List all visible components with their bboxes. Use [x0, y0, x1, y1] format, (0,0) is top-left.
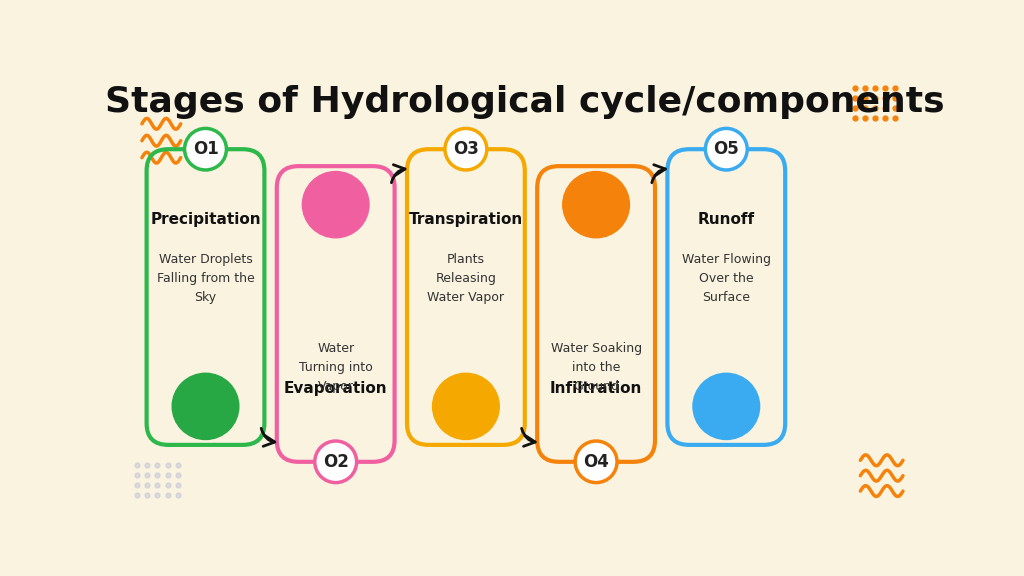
- Text: O1: O1: [193, 140, 218, 158]
- Text: Water Soaking
into the
Ground: Water Soaking into the Ground: [551, 343, 642, 393]
- Text: Evaporation: Evaporation: [284, 381, 387, 396]
- Circle shape: [184, 128, 226, 170]
- Circle shape: [432, 373, 500, 439]
- Circle shape: [302, 172, 369, 238]
- Text: Water
Turning into
Vapor: Water Turning into Vapor: [299, 343, 373, 393]
- Text: O5: O5: [714, 140, 739, 158]
- Text: O3: O3: [453, 140, 479, 158]
- Text: Stages of Hydrological cycle/components: Stages of Hydrological cycle/components: [105, 85, 944, 119]
- Text: Runoff: Runoff: [697, 213, 755, 228]
- Text: Water Flowing
Over the
Surface: Water Flowing Over the Surface: [682, 253, 771, 304]
- Text: O2: O2: [323, 453, 348, 471]
- Text: Plants
Releasing
Water Vapor: Plants Releasing Water Vapor: [427, 253, 505, 304]
- Text: Transpiration: Transpiration: [409, 213, 523, 228]
- Circle shape: [693, 373, 760, 439]
- Circle shape: [706, 128, 748, 170]
- Circle shape: [445, 128, 486, 170]
- Text: Water Droplets
Falling from the
Sky: Water Droplets Falling from the Sky: [157, 253, 254, 304]
- Text: Precipitation: Precipitation: [151, 213, 261, 228]
- Circle shape: [172, 373, 239, 439]
- Circle shape: [314, 441, 356, 483]
- Text: O4: O4: [583, 453, 609, 471]
- Text: Infiltration: Infiltration: [550, 381, 642, 396]
- Circle shape: [563, 172, 630, 238]
- Circle shape: [575, 441, 617, 483]
